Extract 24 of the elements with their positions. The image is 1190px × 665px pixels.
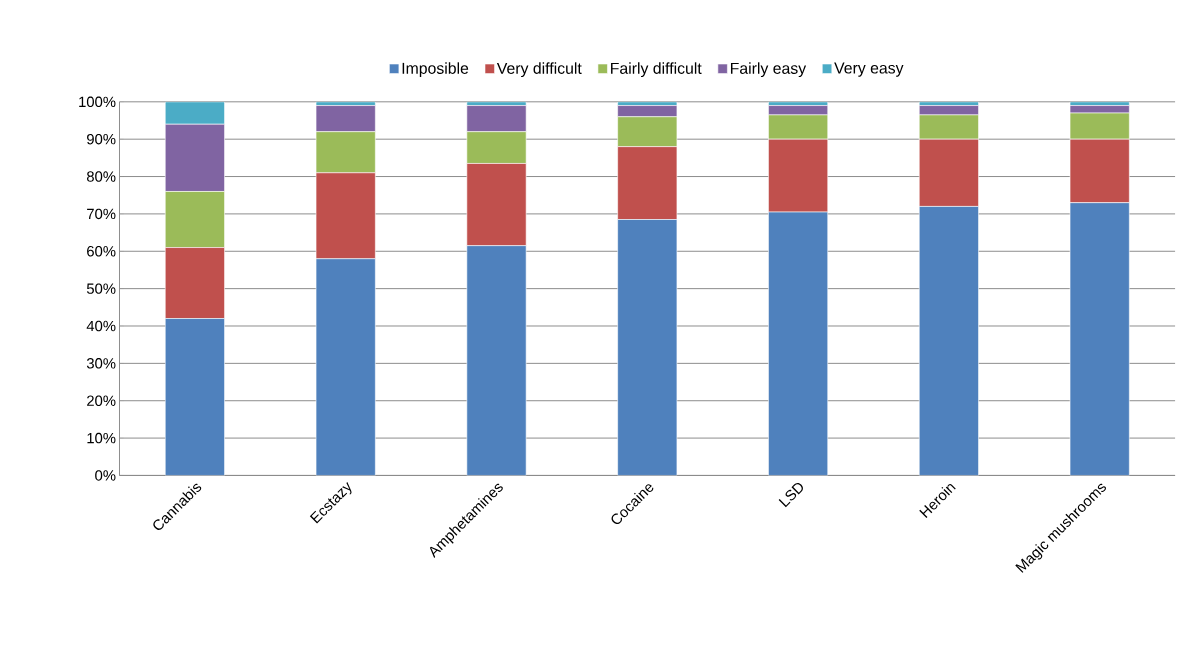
y-tick-label: 60% [87,245,116,257]
y-tick-label: 100% [79,96,116,107]
bar [1069,202,1130,476]
bar [617,219,678,476]
y-tick-label: 80% [86,171,116,182]
y-tick-label: 20% [87,395,116,406]
legend-label: Very easy [834,62,904,77]
bar [768,211,829,476]
y-tick-label: 50% [86,283,116,294]
bar [918,206,979,476]
legend-label: Imposible [402,62,469,77]
bar [466,245,527,476]
y-tick-label: 40% [86,320,116,332]
y-tick-label: 30% [86,358,116,369]
legend-label: Fairly easy [730,62,807,77]
x-tick-label: LSD [778,482,803,508]
y-tick-label: 10% [87,432,116,444]
legend-label: Very difficult [496,62,582,77]
y-tick-label: 0% [95,470,116,481]
y-tick-label: 70% [87,208,116,220]
y-tick-label: 90% [87,133,116,145]
legend-label: Fairly difficult [611,62,702,77]
bar [164,318,225,476]
bar [315,258,376,476]
